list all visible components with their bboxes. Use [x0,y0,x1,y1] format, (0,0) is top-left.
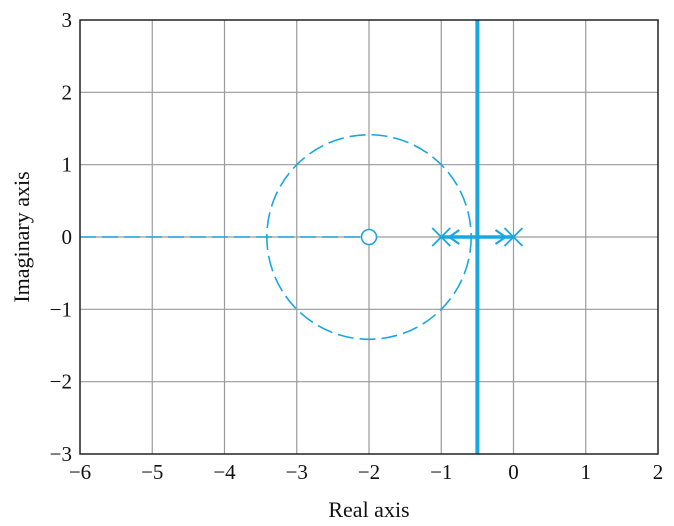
y-tick-label: −3 [50,442,72,466]
x-tick-label: −6 [69,460,91,484]
plot-frame [79,19,659,455]
x-tick-label: −1 [430,460,452,484]
x-tick-label: 2 [653,460,664,484]
x-tick-label: 0 [508,460,519,484]
x-tick-label: −4 [213,460,236,484]
locus-arrow [447,229,460,245]
zero-marker [360,228,378,246]
y-tick-label: −2 [50,370,72,394]
x-tick-label: −3 [286,460,308,484]
y-tick-label: 0 [62,225,73,249]
locus-series [80,20,514,454]
pole-marker [431,227,451,247]
x-tick-label: −5 [141,460,163,484]
locus-arrow [494,229,508,245]
x-tick-labels: −6 −5 −4 −3 −2 −1 0 1 2 [69,460,663,484]
y-tick-label: 3 [62,8,73,32]
y-tick-labels: −3 −2 −1 0 1 2 3 [50,8,72,466]
y-tick-label: 1 [62,153,73,177]
x-tick-label: −2 [358,460,380,484]
pole-zero-markers [360,227,524,247]
x-tick-label: 1 [581,460,592,484]
pole-marker [503,227,524,247]
y-tick-label: 2 [62,80,73,104]
y-axis-label: Imaginary axis [9,171,34,302]
x-axis-label: Real axis [328,497,409,522]
y-tick-label: −1 [50,297,72,321]
